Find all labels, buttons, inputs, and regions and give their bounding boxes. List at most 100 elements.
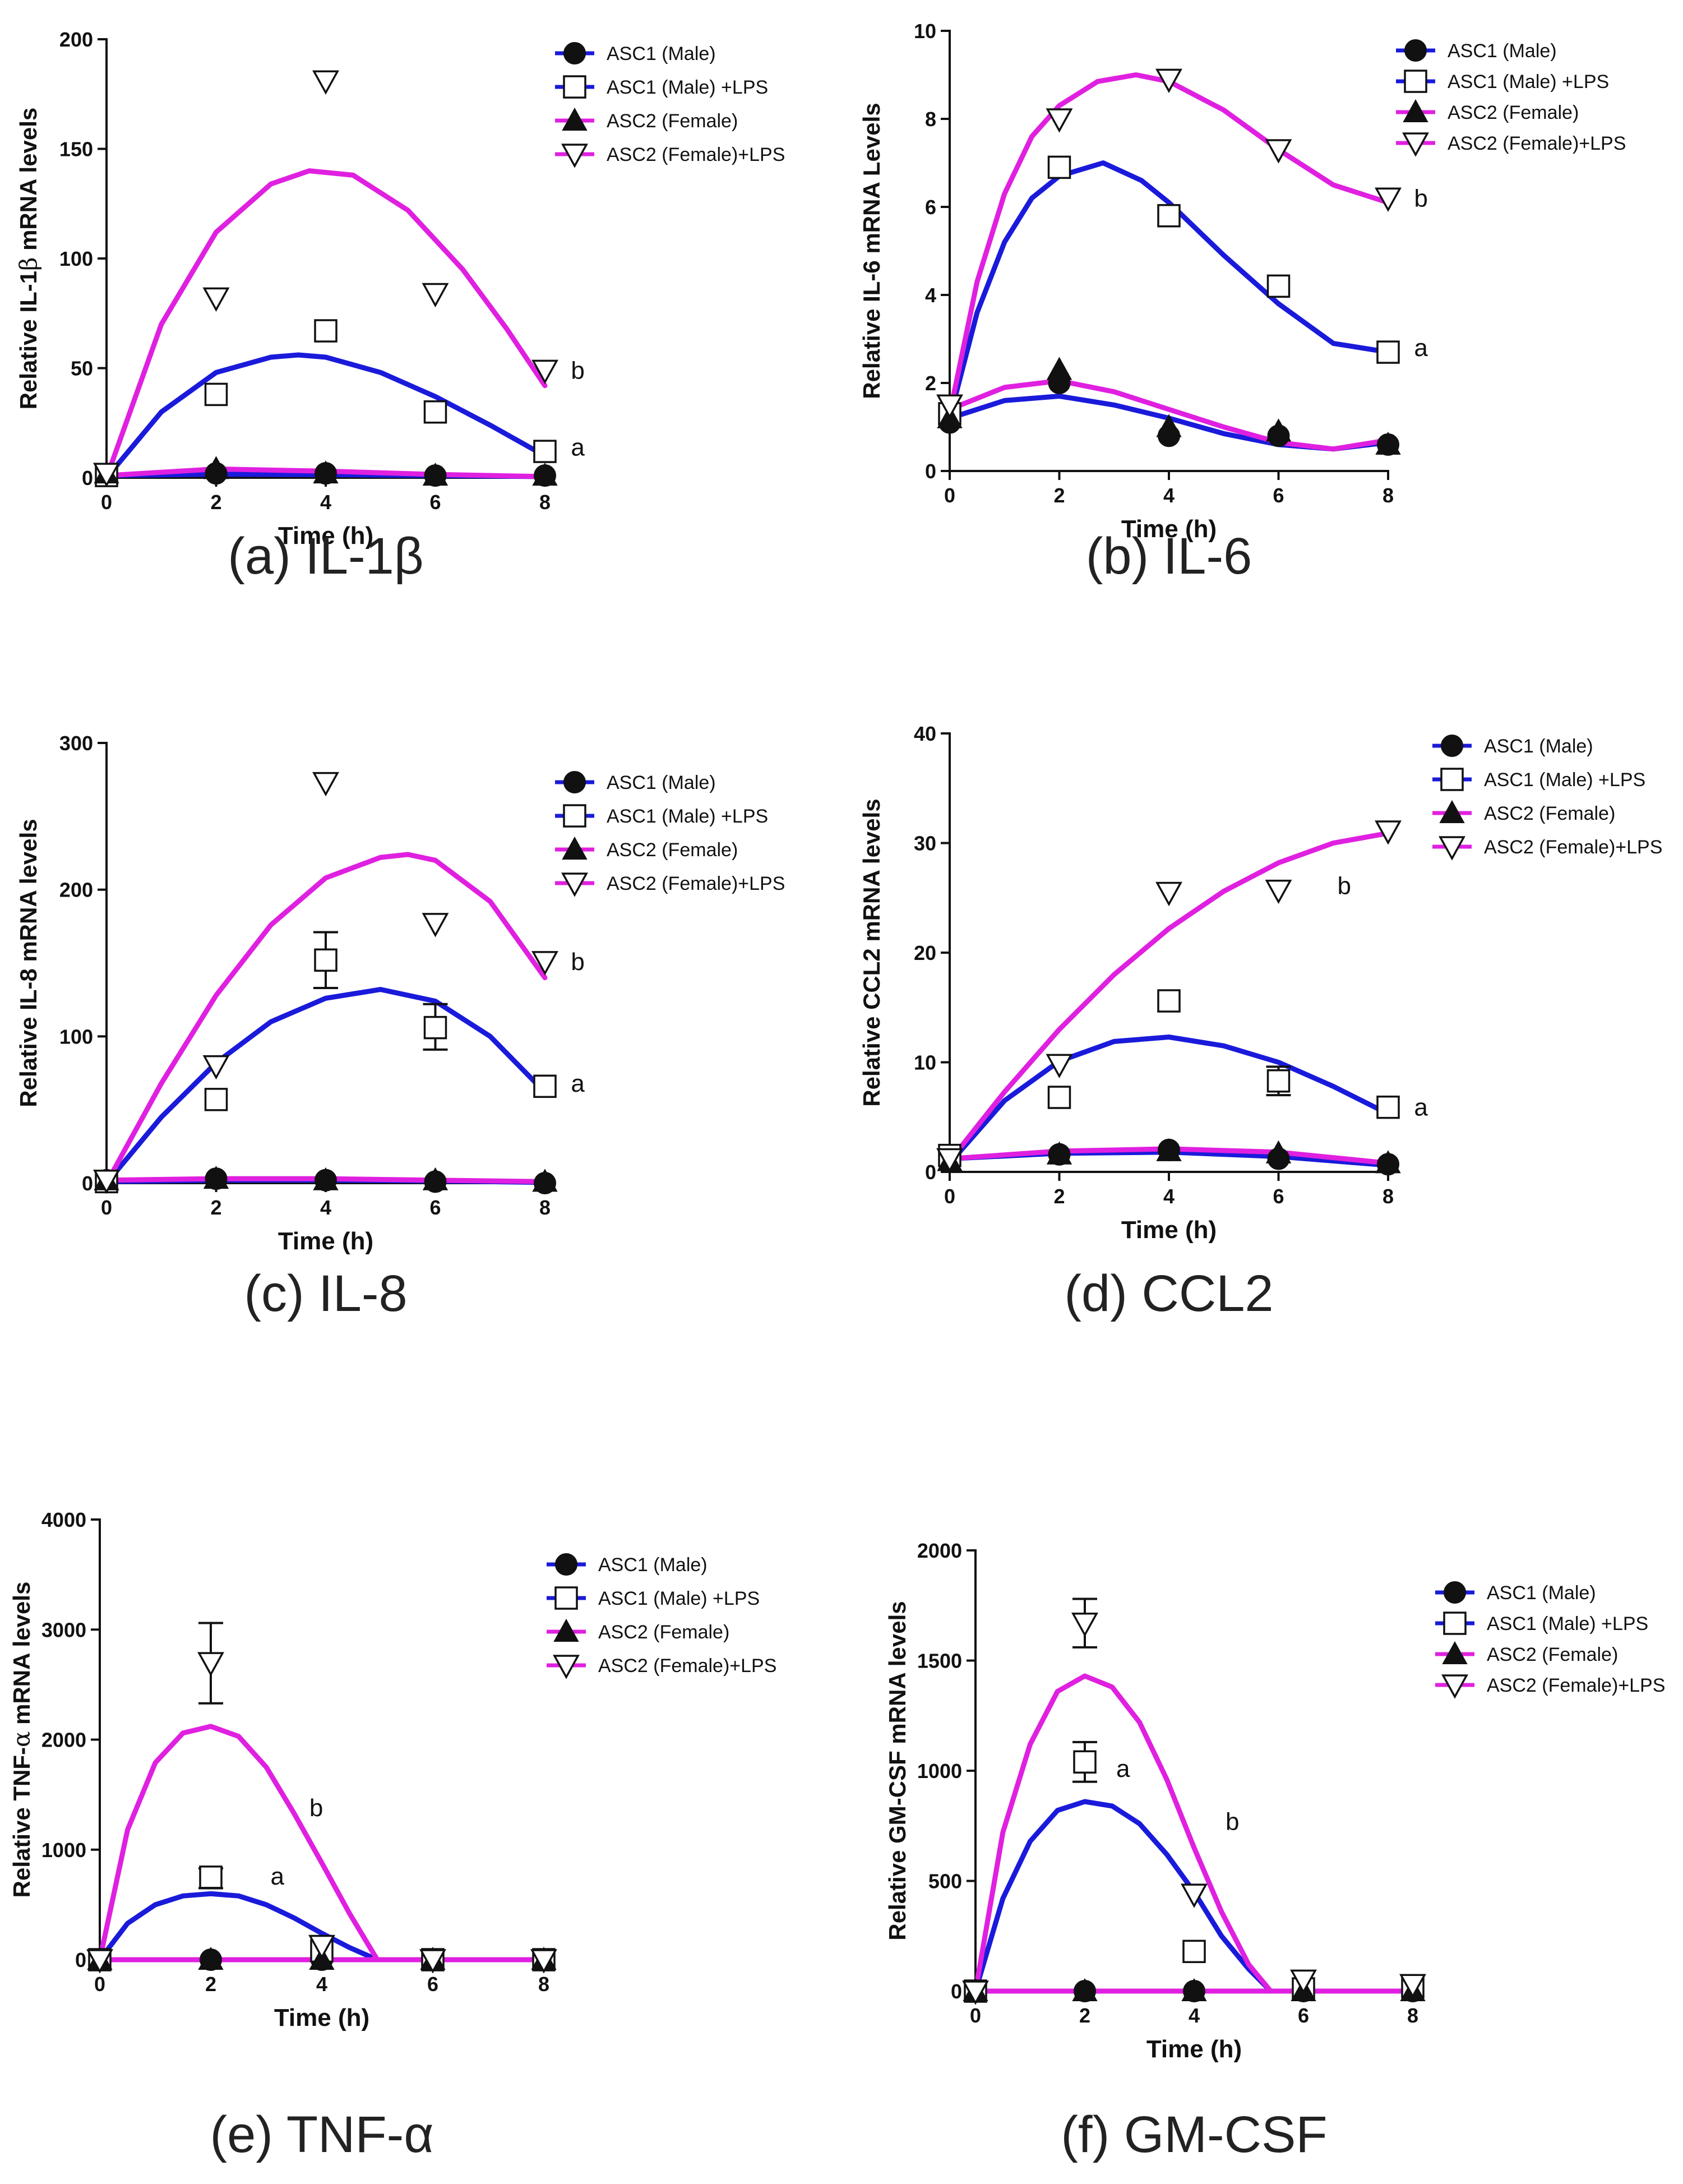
y-tick-label: 1000: [917, 1760, 962, 1783]
legend-marker: [1439, 836, 1465, 861]
legend-label: ASC1 (Male) +LPS: [598, 1588, 760, 1609]
data-point-series-4: [1071, 1612, 1098, 1637]
legend-marker: [1441, 735, 1463, 757]
y-tick-label: 4000: [41, 1508, 86, 1531]
legend-marker: [561, 872, 588, 897]
legend-marker: [563, 75, 586, 99]
y-tick-label: 2000: [917, 1539, 962, 1562]
chart-panel-e: 0 1000 2000 3000 4000 0 2 4 6 8 Time (h) Relative T…: [0, 1486, 841, 2184]
legend-marker: [553, 1618, 579, 1642]
fit-curve-series-2: [104, 352, 548, 481]
legend-label: ASC1 (Male) +LPS: [607, 806, 768, 827]
legend-marker: [1444, 1581, 1466, 1604]
y-tick-label: 8: [925, 108, 936, 131]
y-tick-label: 1500: [917, 1650, 962, 1673]
y-tick-label: 100: [59, 247, 93, 270]
legend-label: ASC1 (Male): [1448, 40, 1557, 62]
y-axis-title: Relative IL-6 mRNA Levels: [858, 103, 885, 399]
data-point-series-3: [313, 1167, 339, 1190]
x-tick-label: 0: [94, 1973, 105, 1996]
significance-label: a: [1116, 1755, 1130, 1783]
data-point-series-3: [1156, 414, 1182, 437]
data-point-series-3: [1181, 1978, 1207, 2001]
data-point-series-3: [532, 1169, 558, 1192]
legend-label: ASC1 (Male): [607, 43, 716, 64]
data-point-series-4: [1155, 68, 1182, 93]
x-axis-title: Time (h): [1146, 2035, 1242, 2063]
y-tick-label: 10: [914, 20, 936, 43]
data-point-series-3: [532, 463, 558, 486]
fit-curve-series-2: [973, 1799, 1416, 1994]
panel-caption: (e) TNF-α: [41, 2105, 602, 2164]
legend-label: ASC2 (Female)+LPS: [1487, 1675, 1665, 1696]
legend-label: ASC2 (Female): [1448, 102, 1579, 123]
legend-marker: [562, 107, 588, 131]
legend-label: ASC2 (Female)+LPS: [598, 1655, 776, 1677]
x-tick-label: 0: [970, 2004, 981, 2027]
data-point-series-4: [936, 394, 963, 419]
data-point-series-3: [198, 1946, 224, 1970]
legend-marker: [561, 144, 588, 168]
y-tick-label: 3000: [41, 1618, 86, 1641]
data-point-series-4: [962, 1980, 989, 2005]
fit-curve-series-2: [104, 987, 548, 1186]
data-point-series-2: [423, 1015, 447, 1040]
fit-curve-series-2: [947, 1035, 1391, 1166]
x-tick-label: 4: [1163, 484, 1175, 507]
panel-caption: (d) CCL2: [889, 1264, 1449, 1323]
data-point-series-4: [531, 359, 558, 385]
x-tick-label: 0: [944, 1185, 955, 1208]
data-point-series-3: [1046, 1141, 1072, 1165]
x-tick-label: 6: [427, 1973, 438, 1996]
data-point-series-3: [1046, 357, 1072, 380]
fit-curve-series-2: [97, 1891, 547, 1963]
legend-marker: [1440, 768, 1464, 791]
y-tick-label: 50: [71, 357, 93, 380]
significance-label: b: [309, 1794, 323, 1822]
data-point-series-3: [1375, 1150, 1401, 1174]
data-point-series-2: [204, 1088, 228, 1111]
data-point-series-4: [530, 1949, 557, 1974]
data-point-series-4: [202, 287, 230, 312]
significance-label: a: [1414, 334, 1428, 362]
y-tick-label: 30: [914, 832, 936, 855]
x-tick-label: 8: [539, 491, 551, 514]
data-point-series-4: [312, 70, 339, 95]
x-tick-label: 2: [1053, 1185, 1065, 1208]
data-point-series-2: [314, 948, 337, 972]
x-axis-title: Time (h): [278, 522, 373, 550]
significance-label: a: [271, 1863, 285, 1890]
legend-label: ASC2 (Female): [1484, 803, 1615, 824]
fit-curve-series-4: [97, 1724, 547, 1963]
data-point-series-2: [1157, 204, 1181, 228]
significance-label: a: [571, 433, 585, 461]
data-point-series-3: [203, 1166, 229, 1189]
data-point-series-2: [199, 1866, 223, 1889]
data-point-series-2: [533, 1074, 557, 1098]
data-point-series-4: [93, 463, 120, 487]
x-tick-label: 4: [1163, 1185, 1175, 1208]
legend-label: ASC2 (Female)+LPS: [1448, 133, 1626, 154]
data-point-series-3: [422, 1167, 449, 1190]
significance-label: a: [571, 1070, 585, 1097]
data-point-series-4: [531, 951, 558, 976]
legend-marker: [1404, 39, 1427, 62]
y-tick-label: 1000: [41, 1839, 86, 1862]
data-point-series-4: [86, 1949, 113, 1974]
data-point-series-2: [1047, 155, 1071, 179]
data-point-series-4: [308, 1934, 335, 1960]
chart-svg-c: 0 100 200 300 0 2 4 6 8 Time (h) Relative IL-8 mRN…: [15, 732, 785, 1255]
data-point-series-4: [1046, 1054, 1073, 1079]
data-point-series-4: [1399, 1974, 1426, 1998]
x-tick-label: 6: [429, 1196, 441, 1219]
data-point-series-4: [936, 1148, 963, 1173]
x-tick-label: 8: [1407, 2004, 1418, 2027]
x-tick-label: 4: [316, 1973, 327, 1996]
x-tick-label: 4: [320, 491, 331, 514]
panel-caption: (c) IL-8: [45, 1264, 606, 1323]
legend-label: ASC1 (Male) +LPS: [607, 77, 768, 98]
y-tick-label: 0: [75, 1948, 86, 1971]
x-tick-label: 2: [1053, 484, 1065, 507]
data-point-series-2: [1376, 1095, 1400, 1119]
y-tick-label: 150: [59, 138, 93, 161]
